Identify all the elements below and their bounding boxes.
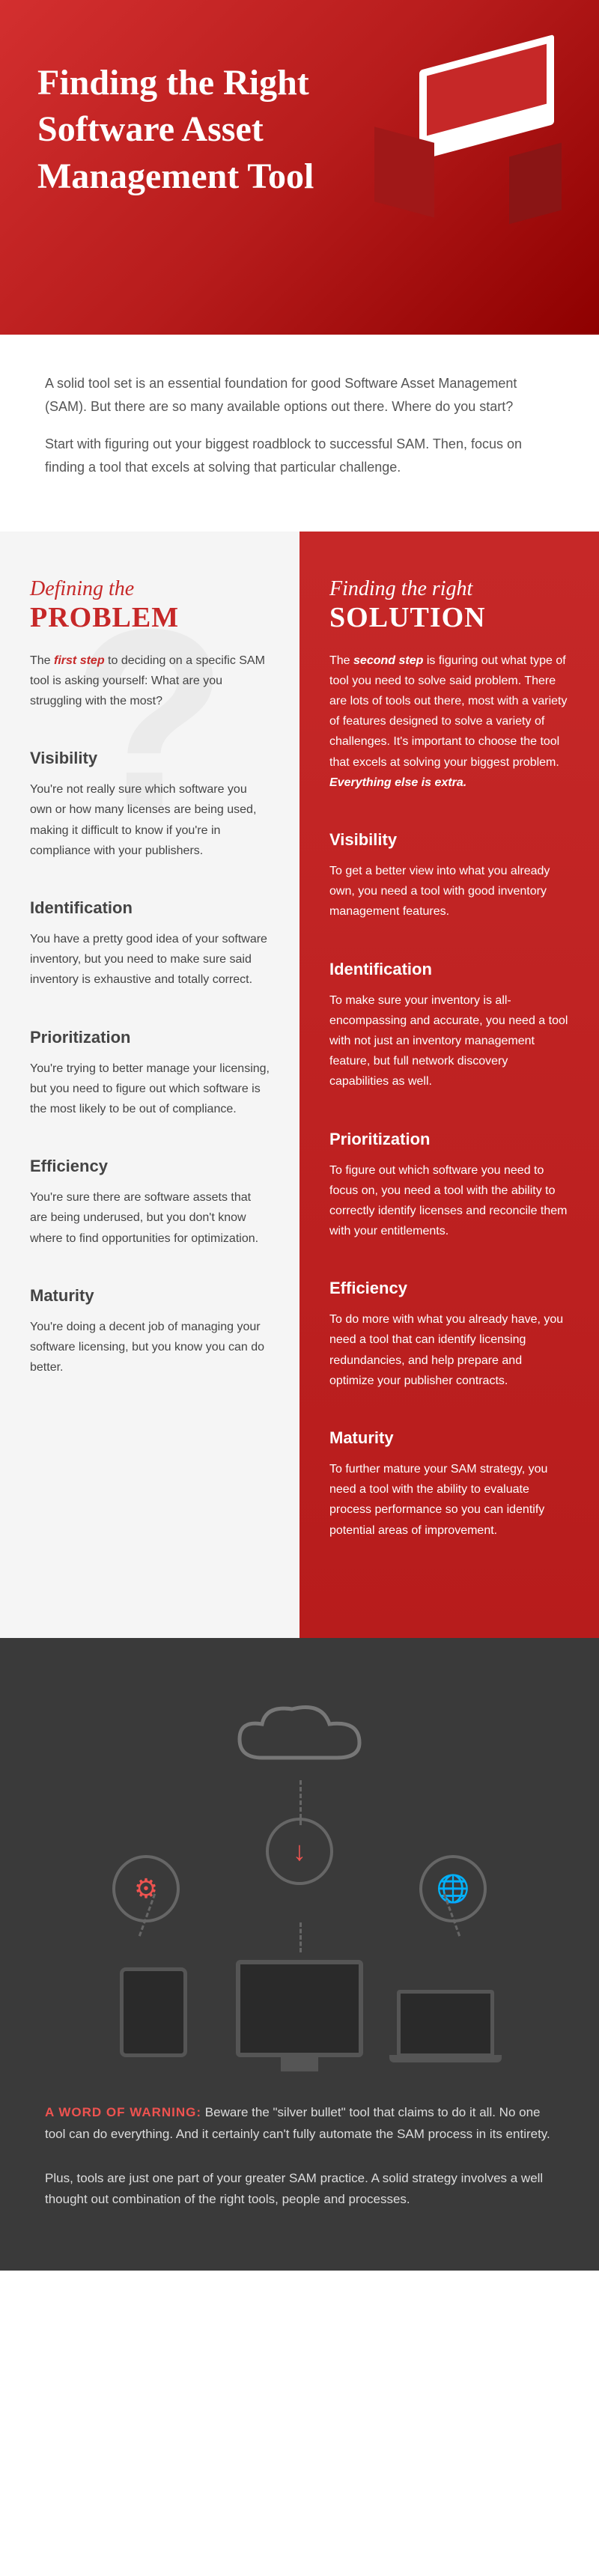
left-item-title: Prioritization xyxy=(30,1028,270,1047)
left-item-body: You're doing a decent job of managing yo… xyxy=(30,1317,270,1378)
left-item: Prioritization You're trying to better ma… xyxy=(30,1028,270,1120)
left-item: Efficiency You're sure there are software… xyxy=(30,1157,270,1249)
monitor-icon xyxy=(236,1960,363,2057)
left-item: Maturity You're doing a decent job of man… xyxy=(30,1286,270,1378)
left-item-body: You're sure there are software assets th… xyxy=(30,1187,270,1249)
intro-paragraph-2: Start with figuring out your biggest roa… xyxy=(45,433,554,478)
left-item-title: Identification xyxy=(30,898,270,918)
download-icon: ↓ xyxy=(266,1818,333,1885)
hero-section: Finding the Right Software Asset Managem… xyxy=(0,0,599,335)
left-item: Visibility You're not really sure which s… xyxy=(30,749,270,861)
problem-heading: Defining the PROBLEM xyxy=(30,576,270,636)
solution-column: Finding the right SOLUTION The second st… xyxy=(300,532,599,1638)
isometric-server-icon xyxy=(509,143,562,225)
left-item-title: Visibility xyxy=(30,749,270,768)
problem-heading-line2: PROBLEM xyxy=(30,601,270,636)
right-item-body: To make sure your inventory is all-encom… xyxy=(329,990,569,1092)
two-column-section: Defining the PROBLEM The first step to d… xyxy=(0,532,599,1638)
first-step-emphasis: first step xyxy=(54,654,105,667)
right-item-body: To figure out which software you need to… xyxy=(329,1160,569,1242)
intro-paragraph-1: A solid tool set is an essential foundat… xyxy=(45,372,554,418)
left-item-body: You're trying to better manage your lice… xyxy=(30,1059,270,1120)
footer-note: Plus, tools are just one part of your gr… xyxy=(45,2168,554,2211)
extra-emphasis: Everything else is extra. xyxy=(329,776,466,789)
right-item: Identification To make sure your inventor… xyxy=(329,960,569,1092)
right-item-title: Prioritization xyxy=(329,1130,569,1149)
intro-section: A solid tool set is an essential foundat… xyxy=(0,335,599,531)
warning-paragraph: A WORD OF WARNING: Beware the "silver bu… xyxy=(45,2102,554,2146)
left-item-title: Efficiency xyxy=(30,1157,270,1176)
second-step-emphasis: second step xyxy=(353,654,423,667)
problem-lead: The first step to deciding on a specific… xyxy=(30,651,270,712)
right-item-title: Efficiency xyxy=(329,1279,569,1298)
laptop-icon xyxy=(397,1990,494,2057)
right-item: Maturity To further mature your SAM strat… xyxy=(329,1428,569,1541)
isometric-building-icon xyxy=(374,127,434,217)
isometric-laptop-icon xyxy=(419,34,554,160)
page-title: Finding the Right Software Asset Managem… xyxy=(37,60,374,200)
right-item-body: To further mature your SAM strategy, you… xyxy=(329,1459,569,1541)
right-item: Prioritization To figure out which softwa… xyxy=(329,1130,569,1242)
solution-lead: The second step is figuring out what typ… xyxy=(329,651,569,793)
problem-column: Defining the PROBLEM The first step to d… xyxy=(0,532,300,1638)
problem-heading-line1: Defining the xyxy=(30,576,270,602)
right-item-title: Visibility xyxy=(329,830,569,850)
right-item: Visibility To get a better view into what… xyxy=(329,830,569,922)
right-item-body: To do more with what you already have, y… xyxy=(329,1309,569,1391)
hero-illustration xyxy=(344,30,584,240)
cloud-icon xyxy=(225,1698,374,1780)
left-item: Identification You have a pretty good ide… xyxy=(30,898,270,990)
tablet-icon xyxy=(120,1967,187,2057)
solution-heading-line2: SOLUTION xyxy=(329,601,569,636)
right-item: Efficiency To do more with what you alrea… xyxy=(329,1279,569,1391)
left-item-body: You have a pretty good idea of your soft… xyxy=(30,929,270,990)
left-item-title: Maturity xyxy=(30,1286,270,1306)
footer-section: ⚙ ↓ 🌐 A WORD OF WARNING: Beware the "sil… xyxy=(0,1638,599,2271)
solution-heading: Finding the right SOLUTION xyxy=(329,576,569,636)
warning-label: A WORD OF WARNING: xyxy=(45,2105,201,2119)
right-item-title: Maturity xyxy=(329,1428,569,1448)
cloud-devices-illustration: ⚙ ↓ 🌐 xyxy=(45,1683,554,2072)
right-item-title: Identification xyxy=(329,960,569,979)
right-item-body: To get a better view into what you alrea… xyxy=(329,861,569,922)
connector-line xyxy=(300,1922,302,1952)
left-item-body: You're not really sure which software yo… xyxy=(30,779,270,861)
solution-heading-line1: Finding the right xyxy=(329,576,569,602)
globe-icon: 🌐 xyxy=(419,1855,487,1922)
